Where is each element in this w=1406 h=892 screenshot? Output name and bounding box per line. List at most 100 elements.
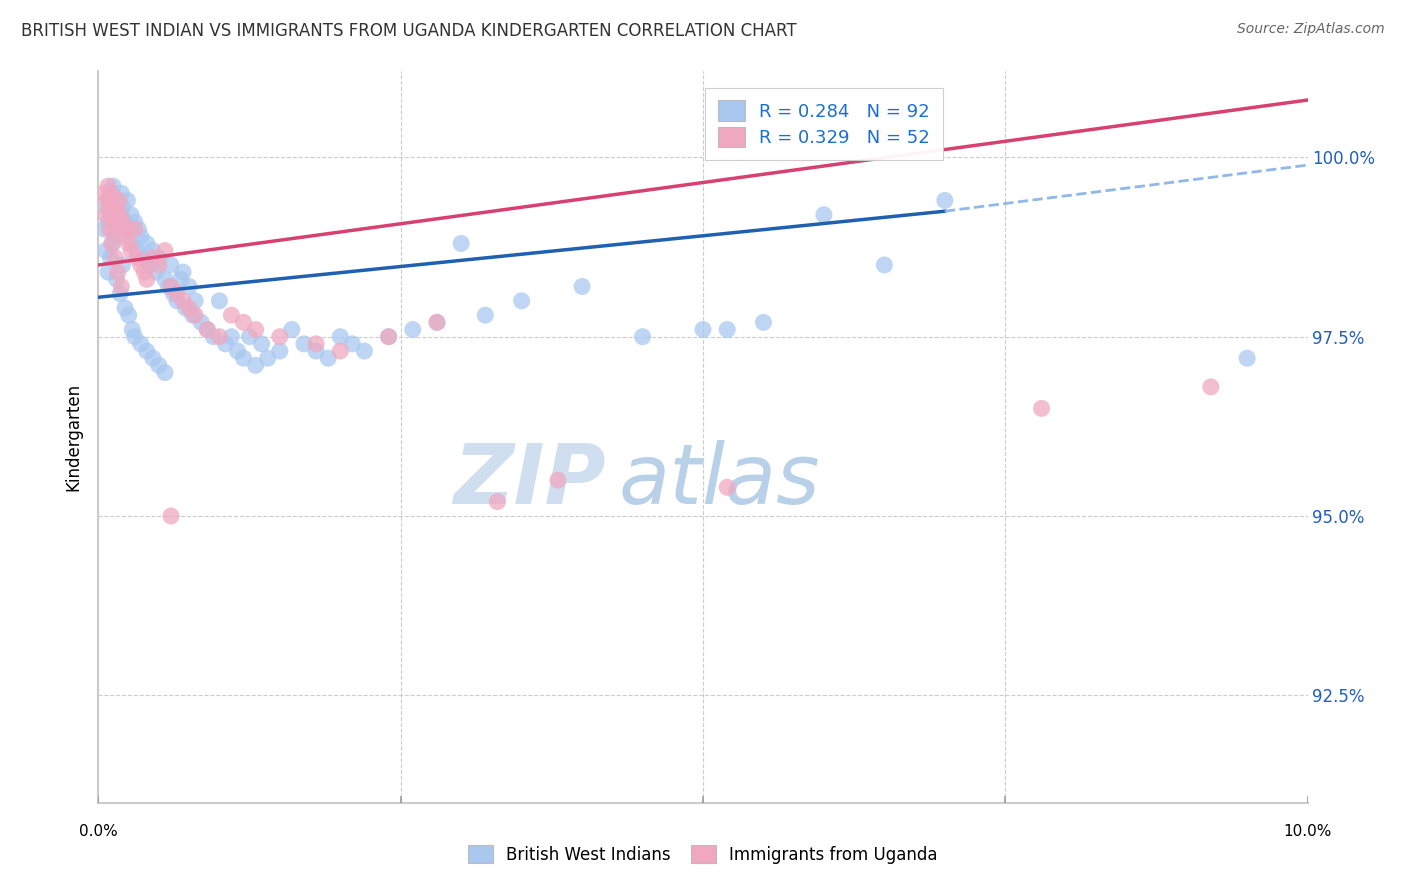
Point [716,480,738,494]
Point [153,272,176,286]
Point [117,194,139,208]
Point [239,329,262,343]
Point [232,351,254,366]
Point [108,208,131,222]
Point [111,215,134,229]
Point [97,215,120,229]
Point [547,473,569,487]
Point [305,336,328,351]
Point [752,315,775,329]
Point [100,208,122,222]
Point [571,279,593,293]
Point [111,258,134,272]
Point [250,336,273,351]
Point [129,229,152,244]
Point [195,322,218,336]
Point [117,222,139,236]
Text: atlas: atlas [619,440,820,521]
Point [114,301,136,315]
Point [377,329,399,343]
Point [934,194,956,208]
Point [142,244,165,258]
Point [190,315,212,329]
Point [402,322,425,336]
Legend: R = 0.284   N = 92, R = 0.329   N = 52: R = 0.284 N = 92, R = 0.329 N = 52 [706,87,942,160]
Point [169,272,191,286]
Point [174,301,197,315]
Point [245,322,267,336]
Point [129,258,152,272]
Point [129,336,152,351]
Point [127,251,149,265]
Point [120,208,142,222]
Point [195,322,218,336]
Point [107,265,129,279]
Point [127,222,149,236]
Point [179,279,201,293]
Point [135,236,157,251]
Point [160,258,183,272]
Point [474,308,496,322]
Point [329,344,352,359]
Point [813,208,835,222]
Point [114,229,136,244]
Point [153,244,176,258]
Point [104,251,127,265]
Point [716,322,738,336]
Point [101,194,124,208]
Point [256,351,278,366]
Point [172,265,194,279]
Point [153,366,176,380]
Point [97,179,120,194]
Point [121,236,143,251]
Point [281,322,304,336]
Point [1236,351,1258,366]
Point [160,508,183,523]
Point [101,236,124,251]
Point [124,222,146,236]
Point [292,336,315,351]
Point [103,215,125,229]
Point [221,329,243,343]
Point [103,229,125,244]
Point [208,329,231,343]
Point [124,329,146,343]
Point [148,258,170,272]
Text: 0.0%: 0.0% [79,824,118,839]
Point [377,329,399,343]
Point [100,186,122,201]
Point [486,494,509,508]
Point [111,201,134,215]
Point [316,351,339,366]
Point [108,286,131,301]
Point [120,244,142,258]
Point [202,329,225,343]
Point [118,222,141,236]
Text: 10.0%: 10.0% [1284,824,1331,839]
Point [1031,401,1053,416]
Point [166,293,188,308]
Point [107,215,129,229]
Point [166,286,188,301]
Point [108,208,131,222]
Point [148,359,170,373]
Point [353,344,375,359]
Text: ZIP: ZIP [454,440,606,521]
Point [114,215,136,229]
Point [221,308,243,322]
Point [450,236,472,251]
Point [179,301,201,315]
Text: BRITISH WEST INDIAN VS IMMIGRANTS FROM UGANDA KINDERGARTEN CORRELATION CHART: BRITISH WEST INDIAN VS IMMIGRANTS FROM U… [21,22,797,40]
Point [172,293,194,308]
Point [110,279,132,293]
Point [142,251,165,265]
Point [245,359,267,373]
Point [1199,380,1222,394]
Point [142,351,165,366]
Point [269,344,291,359]
Point [873,258,896,272]
Point [138,258,160,272]
Point [104,201,127,215]
Point [108,194,131,208]
Point [232,315,254,329]
